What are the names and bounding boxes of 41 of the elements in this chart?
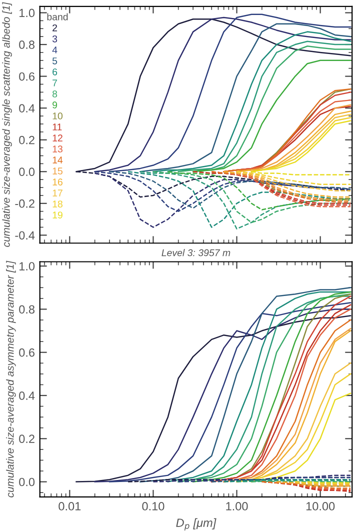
text: 2 (52, 24, 58, 32)
text: 11 (52, 124, 62, 130)
x-tick-label: 10.00 (306, 502, 335, 510)
text: 13 (52, 146, 62, 152)
text: 12 (52, 134, 62, 142)
text: 17 (52, 190, 62, 196)
text: 15 (52, 168, 62, 174)
y-tick-label: 0.0 (19, 478, 35, 486)
y-tick-label: 1.0 (20, 8, 35, 18)
y-tick-label: 0.2 (19, 434, 34, 444)
text: Level 3: 3957 m (162, 249, 230, 256)
text: 9 (52, 102, 58, 108)
text: 4 (52, 46, 58, 54)
y-tick-label: 0.6 (19, 348, 34, 357)
y-tick-label: 1.0 (20, 262, 35, 270)
y-tick-label: 0.2 (19, 136, 34, 144)
y-axis-title: cumulative size-averaged asymmetry parameter [1] (6, 260, 16, 498)
y-tick-label: -0.4 (15, 231, 35, 240)
text: 7 (52, 80, 58, 86)
text: 5 (52, 58, 58, 64)
x-tick-label: 1.00 (226, 502, 248, 510)
text: 10 (52, 112, 63, 120)
x-tick-label: 0.01 (58, 502, 81, 510)
text: 8 (52, 90, 58, 98)
y-tick-label: 0.4 (19, 392, 35, 400)
text: 3 (52, 35, 58, 42)
x-tick-label: 0.10 (142, 502, 164, 510)
text: 14 (52, 156, 63, 164)
text: 18 (52, 200, 62, 208)
y-tick-label: -0.2 (15, 199, 34, 208)
y-axis-title: cumulative size-averaged single scattering albedo [1] (2, 2, 12, 247)
text: 19 (52, 212, 62, 218)
y-tick-label: 0.8 (19, 40, 34, 49)
y-tick-label: 0.6 (19, 72, 34, 81)
text: 16 (52, 178, 62, 186)
legend-title: band (47, 13, 68, 20)
y-tick-label: 0.4 (19, 104, 35, 112)
x-axis-title: D$_{p}$ [μm] (176, 518, 216, 531)
text: 6 (52, 68, 58, 76)
y-tick-label: 0.8 (19, 305, 34, 314)
y-tick-label: 0.0 (19, 168, 35, 176)
